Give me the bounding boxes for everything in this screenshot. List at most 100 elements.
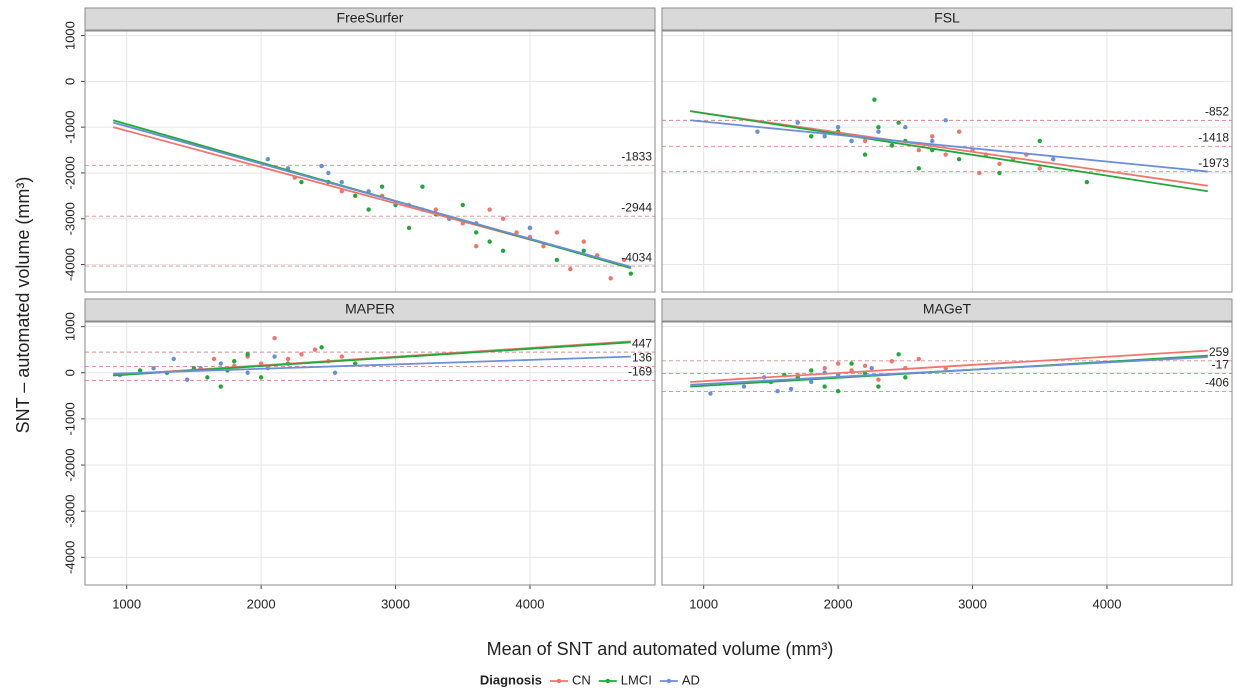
panel-border [84, 30, 656, 293]
point [896, 352, 901, 357]
point [943, 152, 948, 157]
point [232, 359, 237, 364]
legend-title: Diagnosis [480, 672, 542, 687]
panel-border [661, 30, 1233, 293]
point [353, 193, 358, 199]
x-tick-label: 4000 [1093, 596, 1122, 611]
strip [661, 7, 1233, 31]
fit-line [690, 356, 1208, 386]
x-axis-title: Mean of SNT and automated volume (mm³) [487, 639, 834, 659]
point [366, 207, 371, 212]
legend-key-point [666, 678, 672, 684]
point [956, 157, 962, 162]
point [299, 179, 304, 185]
point [956, 129, 962, 134]
y-tick-label: -4000 [62, 541, 77, 574]
point [903, 375, 908, 380]
point [943, 118, 948, 123]
y-tick-label: -4000 [62, 248, 77, 281]
point [1084, 179, 1090, 185]
point [835, 389, 841, 394]
point [379, 184, 385, 189]
reference-label: -2944 [621, 200, 652, 214]
point [500, 216, 506, 221]
point [487, 239, 492, 244]
point [1037, 166, 1042, 171]
point [835, 361, 841, 366]
point [930, 134, 935, 139]
fit-line [690, 110, 1208, 193]
point [775, 389, 780, 394]
point [339, 189, 344, 194]
reference-label: 136 [632, 351, 652, 365]
point [487, 207, 492, 212]
fit-line [112, 121, 632, 268]
point [903, 124, 908, 130]
point [916, 147, 921, 153]
point [319, 163, 324, 169]
point [554, 230, 560, 235]
point [312, 347, 318, 352]
point [554, 257, 560, 263]
x-tick-label: 1000 [112, 596, 141, 611]
point [474, 244, 479, 249]
point [514, 230, 519, 235]
point [741, 384, 747, 389]
y-tick-label: -3000 [62, 495, 77, 528]
point [581, 248, 586, 253]
strip [661, 298, 1233, 322]
point [809, 379, 814, 385]
panel-title: MAGeT [923, 301, 972, 317]
point [822, 384, 827, 389]
point [1037, 138, 1042, 144]
legend: Diagnosis CN LMCI AD [480, 672, 700, 687]
point [997, 161, 1002, 166]
point [997, 170, 1002, 176]
point [406, 225, 412, 231]
point [245, 352, 250, 357]
point [795, 120, 800, 125]
x-tick-label: 3000 [381, 596, 410, 611]
panel-title: FreeSurfer [337, 10, 404, 26]
fit-line [113, 355, 631, 375]
point [205, 375, 210, 380]
point [258, 375, 264, 380]
fit-line [690, 110, 1208, 187]
point [319, 345, 324, 350]
reference-label: 447 [632, 336, 652, 350]
point [872, 97, 877, 102]
reference-label: -852 [1205, 105, 1229, 119]
panel [85, 31, 655, 292]
point [788, 386, 794, 392]
point [916, 166, 921, 171]
point [862, 152, 868, 157]
point [460, 202, 465, 208]
reference-label: 259 [1209, 345, 1229, 359]
y-tick-label: -2000 [62, 448, 77, 481]
point [568, 266, 573, 272]
y-tick-label: 0 [62, 78, 77, 85]
point [849, 138, 854, 144]
point [272, 335, 277, 341]
strip [84, 7, 656, 31]
point [896, 120, 901, 125]
point [708, 391, 713, 396]
point [930, 138, 935, 144]
point [265, 157, 271, 162]
point [621, 257, 627, 263]
point [835, 124, 841, 130]
point [876, 129, 881, 134]
x-tick-label: 2000 [247, 596, 276, 611]
point [916, 356, 921, 362]
point [272, 354, 277, 359]
point [822, 365, 827, 371]
reference-label: -406 [1205, 376, 1229, 390]
point [500, 248, 506, 253]
reference-label: -1833 [621, 149, 652, 163]
point [474, 230, 479, 235]
legend-label: LMCI [621, 672, 652, 687]
point [353, 361, 358, 366]
point [889, 143, 895, 148]
panel-border [84, 321, 656, 586]
legend-label: CN [572, 672, 591, 687]
